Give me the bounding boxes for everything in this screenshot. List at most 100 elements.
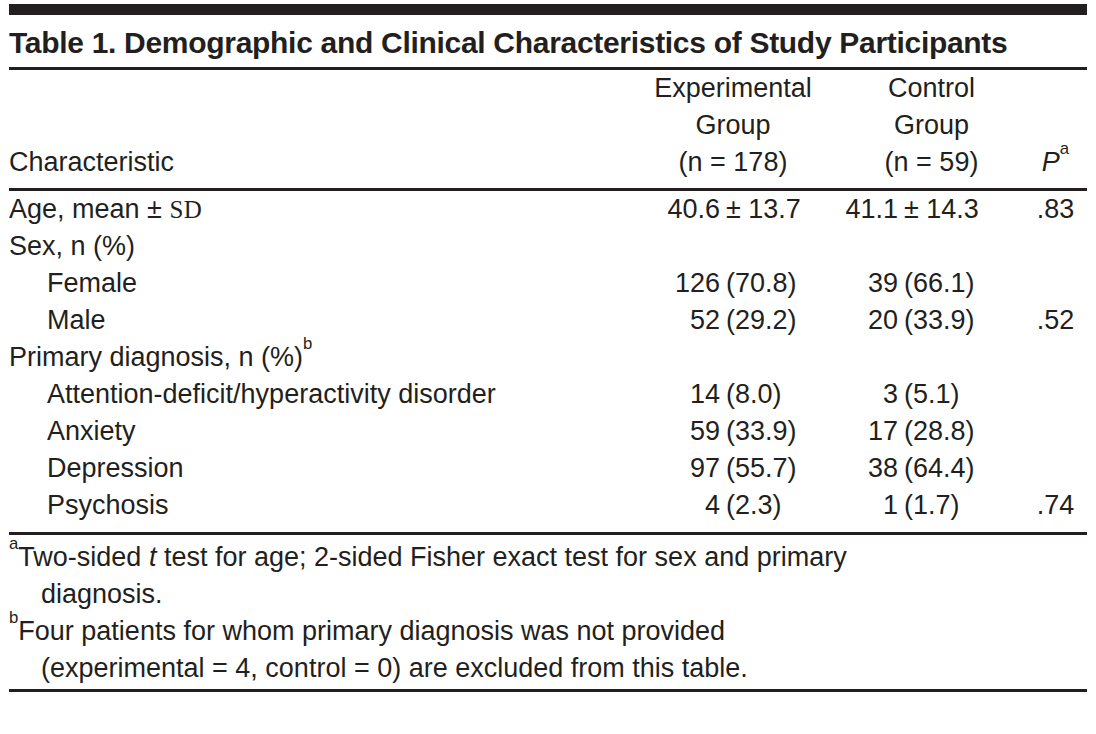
characteristic-cell: Sex, n (%) (9, 228, 627, 265)
control-header-line-3: (n = 59) (839, 144, 1024, 181)
row-label: Attention-deficit/hyperactivity disorder (47, 379, 496, 409)
count-value: 20 (839, 302, 898, 339)
experimental-header-line-2: Group (627, 107, 839, 144)
characteristic-cell: Anxiety (9, 413, 627, 450)
p-italic-label: P (1042, 147, 1060, 177)
control-value-cell (839, 228, 1024, 265)
row-label: Female (47, 268, 137, 298)
p-header-superscript: a (1060, 139, 1069, 158)
characteristic-cell: Primary diagnosis, n (%)b (9, 339, 627, 376)
count-value: 41.1 (839, 191, 898, 228)
percent-value: ± 14.3 (904, 191, 1024, 228)
count-value: 14 (627, 376, 720, 413)
percent-value (904, 339, 1024, 376)
p-value-cell (1024, 376, 1087, 413)
row-label: Age, mean ± (9, 194, 169, 224)
table-header-row: Characteristic Experimental Group (n = 1… (9, 70, 1087, 188)
p-value-cell (1024, 339, 1087, 376)
table-title: Table 1. Demographic and Clinical Charac… (9, 25, 1061, 61)
count-value: 4 (627, 487, 720, 524)
footnote-text: test for age; 2-sided Fisher exact test … (156, 542, 846, 572)
control-value-cell: 3(5.1) (839, 376, 1024, 413)
count-value: 40.6 (627, 191, 720, 228)
footnote-text: diagnosis. (41, 579, 163, 609)
row-label: Primary diagnosis, n (%) (9, 342, 303, 372)
table-body: Age, mean ± SD 40.6± 13.7 41.1± 14.3 .83… (9, 191, 1087, 524)
footnote-b-line-2: (experimental = 4, control = 0) are excl… (9, 650, 1087, 687)
row-label: Psychosis (47, 490, 169, 520)
row-label: Male (47, 305, 106, 335)
footnote-b: bFour patients for whom primary diagnosi… (9, 613, 1087, 687)
experimental-value-cell: 59(33.9) (627, 413, 839, 450)
footnotes: aTwo-sided t test for age; 2-sided Fishe… (9, 535, 1087, 687)
footnote-a-line-1: aTwo-sided t test for age; 2-sided Fishe… (9, 539, 1087, 576)
characteristic-cell: Age, mean ± SD (9, 191, 627, 228)
column-header-control-group: Control Group (n = 59) (839, 70, 1024, 181)
table-row: Female 126(70.8) 39(66.1) (9, 265, 1087, 302)
table-row: Male 52(29.2) 20(33.9) .52 (9, 302, 1087, 339)
footnote-a-marker: a (9, 534, 18, 553)
count-value: 38 (839, 450, 898, 487)
experimental-value-cell: 52(29.2) (627, 302, 839, 339)
percent-value: (8.0) (726, 376, 839, 413)
experimental-value-cell (627, 339, 839, 376)
table-row: Anxiety 59(33.9) 17(28.8) (9, 413, 1087, 450)
experimental-header-line-3: (n = 178) (627, 144, 839, 181)
table-row: Psychosis 4(2.3) 1(1.7) .74 (9, 487, 1087, 524)
row-label: Depression (47, 453, 184, 483)
count-value: 97 (627, 450, 720, 487)
journal-table-page: Table 1. Demographic and Clinical Charac… (0, 4, 1096, 692)
row-label-serif-part: SD (169, 196, 202, 223)
footnote-text: Four patients for whom primary diagnosis… (18, 616, 725, 646)
experimental-value-cell: 14(8.0) (627, 376, 839, 413)
experimental-value-cell: 4(2.3) (627, 487, 839, 524)
control-value-cell: 39(66.1) (839, 265, 1024, 302)
p-value-cell: .52 (1024, 302, 1087, 339)
table-row: Attention-deficit/hyperactivity disorder… (9, 376, 1087, 413)
percent-value: (64.4) (904, 450, 1024, 487)
count-value: 126 (627, 265, 720, 302)
percent-value: (33.9) (904, 302, 1024, 339)
control-header-line-1: Control (839, 70, 1024, 107)
count-value (627, 228, 720, 265)
footnote-a-line-2: diagnosis. (9, 576, 1087, 613)
row-label-superscript: b (303, 334, 312, 353)
count-value (627, 339, 720, 376)
count-value: 39 (839, 265, 898, 302)
count-value: 17 (839, 413, 898, 450)
table-row: Sex, n (%) (9, 228, 1087, 265)
percent-value: (5.1) (904, 376, 1024, 413)
percent-value: (66.1) (904, 265, 1024, 302)
control-value-cell: 17(28.8) (839, 413, 1024, 450)
percent-value: ± 13.7 (726, 191, 839, 228)
count-value: 1 (839, 487, 898, 524)
characteristic-cell: Depression (9, 450, 627, 487)
row-label: Sex, n (%) (9, 231, 135, 261)
top-accent-bar (9, 4, 1087, 15)
experimental-value-cell: 97(55.7) (627, 450, 839, 487)
percent-value (726, 339, 839, 376)
table-row: Depression 97(55.7) 38(64.4) (9, 450, 1087, 487)
p-value-cell: .74 (1024, 487, 1087, 524)
control-value-cell: 1(1.7) (839, 487, 1024, 524)
control-header-line-2: Group (839, 107, 1024, 144)
percent-value (726, 228, 839, 265)
characteristic-cell: Psychosis (9, 487, 627, 524)
footnote-b-line-1: bFour patients for whom primary diagnosi… (9, 613, 1087, 650)
control-value-cell: 41.1± 14.3 (839, 191, 1024, 228)
experimental-value-cell: 126(70.8) (627, 265, 839, 302)
p-value-cell (1024, 265, 1087, 302)
column-header-experimental-group: Experimental Group (n = 178) (627, 70, 839, 181)
percent-value: (2.3) (726, 487, 839, 524)
count-value: 59 (627, 413, 720, 450)
row-label: Anxiety (47, 416, 136, 446)
count-value (839, 228, 898, 265)
percent-value: (55.7) (726, 450, 839, 487)
p-value-cell (1024, 450, 1087, 487)
footnote-text: (experimental = 4, control = 0) are excl… (41, 653, 748, 683)
count-value: 3 (839, 376, 898, 413)
footnote-a: aTwo-sided t test for age; 2-sided Fishe… (9, 539, 1087, 613)
control-value-cell: 38(64.4) (839, 450, 1024, 487)
control-value-cell: 20(33.9) (839, 302, 1024, 339)
experimental-value-cell: 40.6± 13.7 (627, 191, 839, 228)
